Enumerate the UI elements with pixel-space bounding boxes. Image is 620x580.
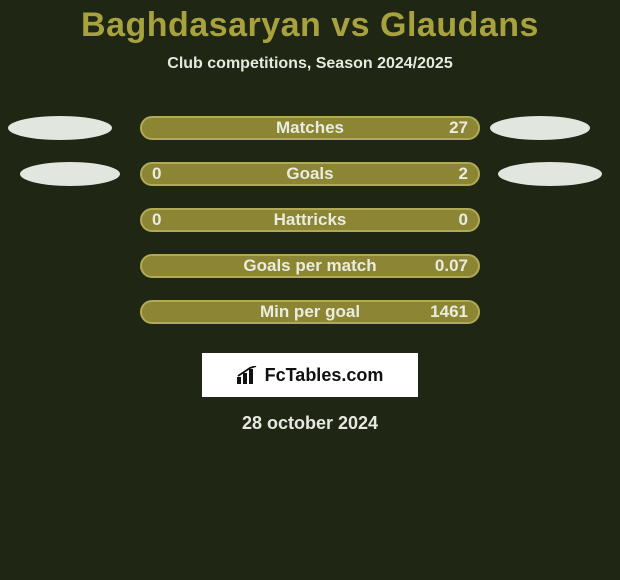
stat-pill: 0 Hattricks 0 [140, 208, 480, 232]
stat-label: Goals per match [243, 256, 376, 276]
stat-pill: Min per goal 1461 [140, 300, 480, 324]
right-ellipse [490, 116, 590, 140]
stat-row: 0 Goals 2 [0, 151, 620, 197]
stat-row: Matches 27 [0, 105, 620, 151]
stat-right-value: 1461 [430, 302, 468, 322]
stat-right-value: 2 [459, 164, 468, 184]
stat-left-value: 0 [152, 164, 161, 184]
stat-label: Min per goal [260, 302, 360, 322]
subtitle: Club competitions, Season 2024/2025 [0, 55, 620, 73]
bar-chart-icon [237, 366, 259, 384]
stat-label: Goals [286, 164, 333, 184]
stat-right-value: 27 [449, 118, 468, 138]
stat-pill: Matches 27 [140, 116, 480, 140]
fctables-logo: FcTables.com [202, 353, 418, 397]
logo-text: FcTables.com [265, 365, 384, 386]
date-label: 28 october 2024 [0, 413, 620, 434]
stat-right-value: 0.07 [435, 256, 468, 276]
stat-label: Hattricks [274, 210, 347, 230]
stat-row: 0 Hattricks 0 [0, 197, 620, 243]
stat-pill: 0 Goals 2 [140, 162, 480, 186]
stat-row: Goals per match 0.07 [0, 243, 620, 289]
right-ellipse [498, 162, 602, 186]
stat-left-value: 0 [152, 210, 161, 230]
page-title: Baghdasaryan vs Glaudans [0, 0, 620, 45]
stat-pill: Goals per match 0.07 [140, 254, 480, 278]
left-ellipse [8, 116, 112, 140]
stats-container: Matches 27 0 Goals 2 0 Hattricks 0 Goals per mat… [0, 105, 620, 335]
left-ellipse [20, 162, 120, 186]
stat-right-value: 0 [459, 210, 468, 230]
stat-row: Min per goal 1461 [0, 289, 620, 335]
stat-label: Matches [276, 118, 344, 138]
